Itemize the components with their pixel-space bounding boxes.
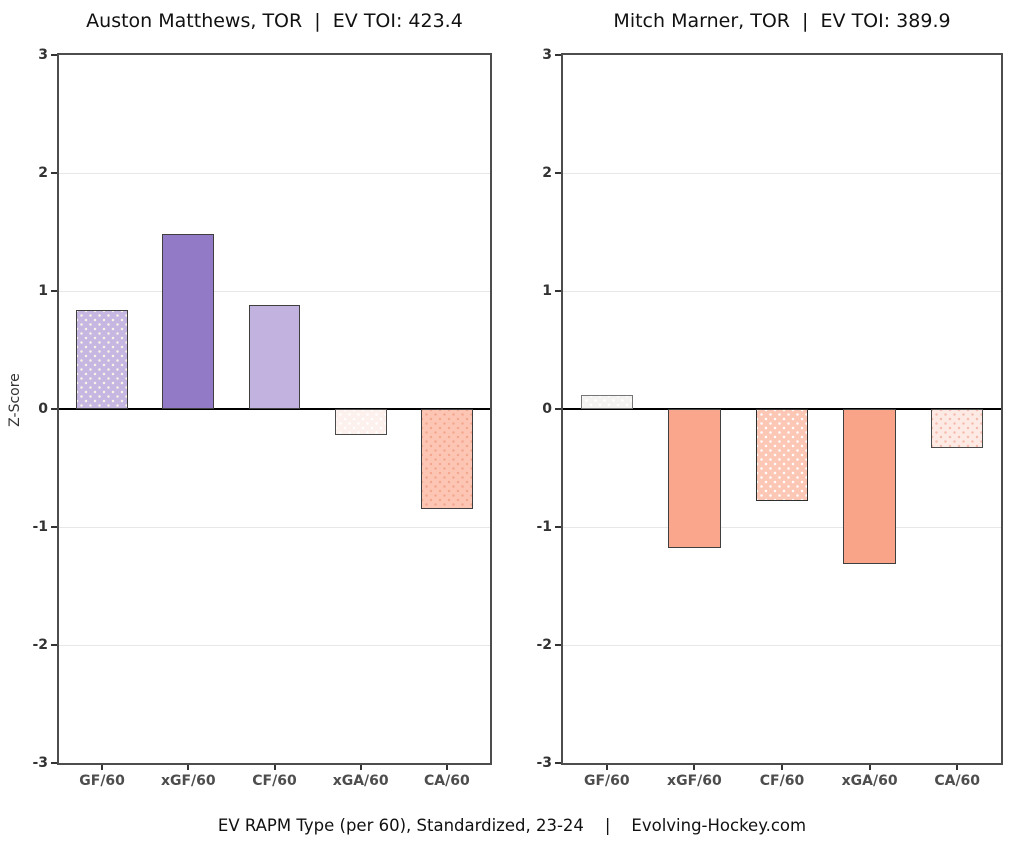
- gridline--1: [563, 527, 1001, 528]
- y-tick-label--1: -1: [32, 519, 48, 535]
- bar-ca60: [930, 409, 984, 448]
- bar-xga60: [843, 409, 896, 564]
- x-tick-mark: [693, 765, 696, 770]
- y-tick-label-0: 0: [542, 401, 552, 417]
- bar-xgf60: [162, 234, 215, 409]
- x-category-label-xgf60: xGF/60: [667, 773, 722, 789]
- y-tick-mark: [51, 762, 57, 764]
- bar-gf60: [76, 309, 128, 409]
- x-category-label-cf60: CF/60: [759, 773, 805, 789]
- gridline-1: [59, 291, 490, 292]
- gridline-2: [563, 173, 1001, 174]
- y-tick-label-1: 1: [38, 283, 48, 299]
- y-tick-mark: [555, 644, 561, 646]
- x-tick-mark: [445, 765, 448, 770]
- y-tick-mark: [51, 644, 57, 646]
- bar-xgf60: [668, 409, 721, 549]
- y-tick-label-1: 1: [542, 283, 552, 299]
- x-tick-mark: [956, 765, 959, 770]
- x-tick-mark: [273, 765, 276, 770]
- x-tick-mark: [101, 765, 104, 770]
- y-tick-mark: [51, 54, 57, 56]
- y-tick-label--3: -3: [536, 755, 552, 771]
- gridline--2: [59, 645, 490, 646]
- x-tick-mark: [359, 765, 362, 770]
- bar-cf60: [248, 305, 301, 409]
- gridline--2: [563, 645, 1001, 646]
- x-tick-mark: [781, 765, 783, 770]
- zero-line: [59, 408, 490, 410]
- bar-ca60: [421, 409, 473, 510]
- x-tick-mark: [605, 765, 608, 770]
- x-tick-mark: [868, 765, 871, 770]
- y-tick-label--2: -2: [32, 637, 48, 653]
- gridline--1: [59, 527, 490, 528]
- y-tick-mark: [51, 172, 57, 174]
- x-tick-mark: [187, 765, 190, 770]
- x-category-label-xga60: xGA/60: [841, 773, 898, 789]
- bar-gf60: [580, 394, 634, 409]
- x-category-label-ca60: CA/60: [424, 773, 470, 789]
- panel-title-matthews: Auston Matthews, TOR | EV TOI: 423.4: [86, 10, 463, 32]
- y-tick-label-2: 2: [542, 165, 552, 181]
- y-tick-mark: [555, 290, 561, 292]
- y-tick-label--3: -3: [32, 755, 48, 771]
- y-tick-mark: [555, 526, 561, 528]
- x-category-label-xga60: xGA/60: [332, 773, 389, 789]
- y-tick-mark: [555, 172, 561, 174]
- y-tick-label-3: 3: [38, 47, 48, 63]
- x-category-label-ca60: CA/60: [934, 773, 981, 789]
- plot-area-marner: [561, 53, 1003, 765]
- x-category-label-xgf60: xGF/60: [160, 773, 216, 789]
- y-tick-label--2: -2: [536, 637, 552, 653]
- gridline-2: [59, 173, 490, 174]
- y-tick-mark: [555, 408, 561, 410]
- y-tick-mark: [555, 54, 561, 56]
- plot-area-matthews: [57, 53, 492, 765]
- y-tick-label-0: 0: [38, 401, 48, 417]
- y-tick-mark: [51, 526, 57, 528]
- y-tick-mark: [51, 408, 57, 410]
- x-category-label-gf60: GF/60: [583, 773, 630, 789]
- y-tick-label-2: 2: [38, 165, 48, 181]
- y-tick-label-3: 3: [542, 47, 552, 63]
- bar-xga60: [334, 409, 387, 435]
- panel-title-marner: Mitch Marner, TOR | EV TOI: 389.9: [613, 10, 951, 32]
- y-tick-mark: [555, 762, 561, 764]
- x-category-label-cf60: CF/60: [252, 773, 297, 789]
- figure-caption: EV RAPM Type (per 60), Standardized, 23-…: [217, 816, 807, 835]
- gridline-1: [563, 291, 1001, 292]
- x-category-label-gf60: GF/60: [79, 773, 125, 789]
- y-tick-mark: [51, 290, 57, 292]
- bar-cf60: [755, 409, 809, 502]
- y-tick-label--1: -1: [536, 519, 552, 535]
